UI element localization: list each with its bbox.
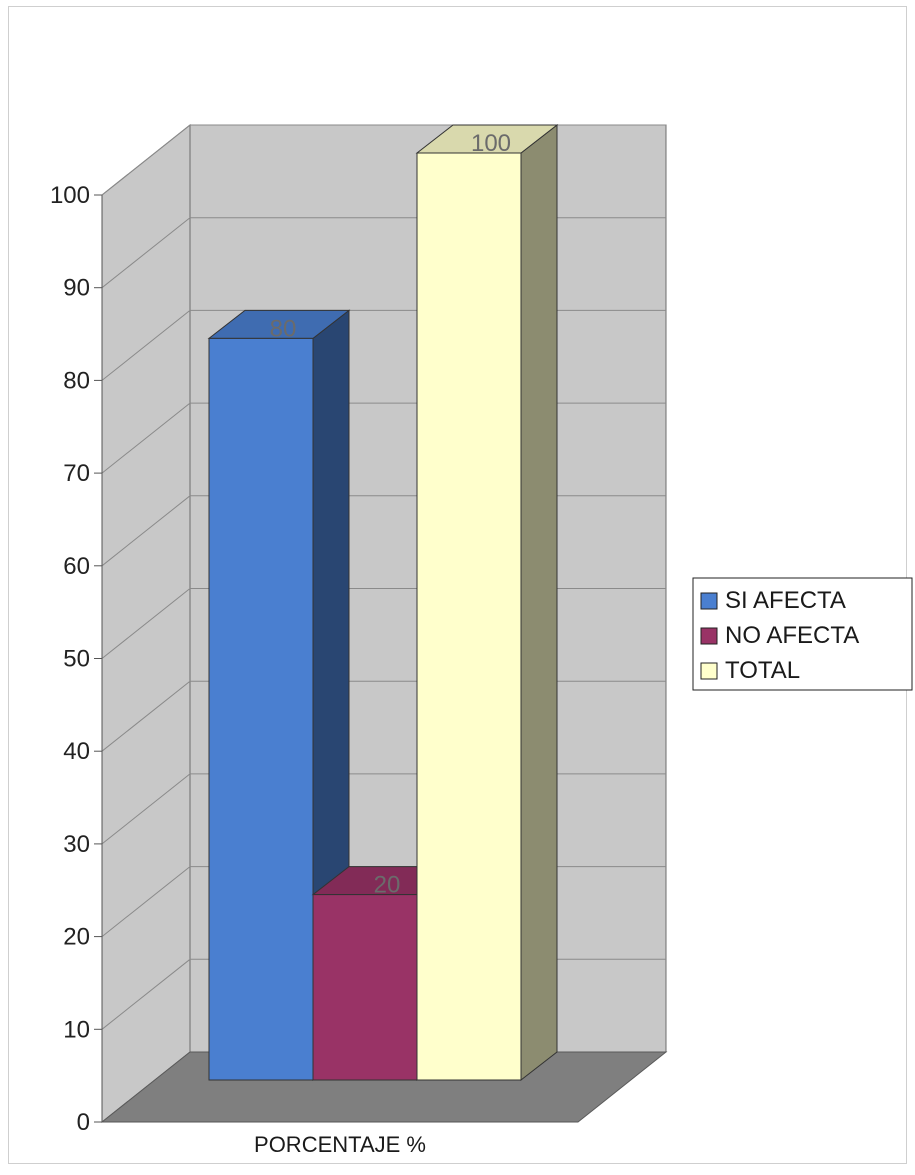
legend-swatch [700,627,718,645]
legend-label: TOTAL [725,657,800,684]
bar-front-face [312,894,418,1081]
y-tick-label: 30 [63,831,90,858]
y-axis: 0 10 20 30 40 50 60 70 80 90 100 [50,182,578,1136]
bar-front-face [208,337,314,1081]
legend-label: NO AFECTA [725,622,859,649]
bar-total [415,123,559,1082]
data-label: 100 [471,130,511,157]
y-tick-label: 10 [63,1016,90,1043]
y-tick-label: 50 [63,646,90,673]
y-tick-label: 90 [63,275,90,302]
x-category-label: PORCENTAJE % [254,1132,426,1157]
data-label: 20 [374,872,401,899]
bar-si-afecta [207,309,351,1082]
x-axis: PORCENTAJE % [254,1132,426,1157]
legend-swatch [700,662,718,680]
data-label: 80 [270,315,297,342]
legend-label: SI AFECTA [725,587,846,614]
data-labels: 80 20 100 [270,130,511,899]
y-tick-label: 60 [63,553,90,580]
legend-swatch [700,592,718,610]
y-tick-label: 70 [63,460,90,487]
legend-box [692,577,913,691]
legend: SI AFECTA NO AFECTA TOTAL [692,577,913,691]
y-tick-label: 100 [50,182,90,209]
y-tick-label: 0 [77,1109,90,1136]
y-tick-label: 80 [63,367,90,394]
bars [207,123,559,1082]
y-tick-label: 40 [63,738,90,765]
y-tick-label: 20 [63,924,90,951]
bar-side-face [520,123,558,1082]
bar-front-face [416,152,522,1081]
